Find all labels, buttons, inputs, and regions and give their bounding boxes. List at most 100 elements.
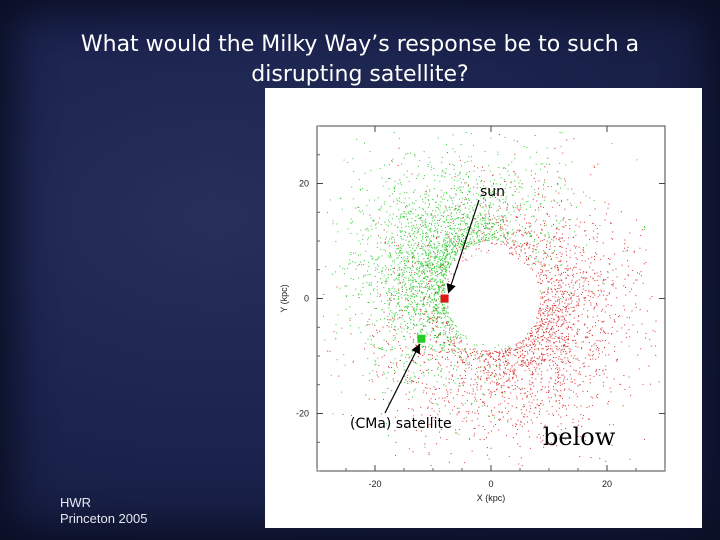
red-particle bbox=[490, 394, 492, 396]
red-particle bbox=[570, 298, 572, 300]
red-particle bbox=[477, 375, 479, 377]
green-particle bbox=[433, 316, 435, 318]
green-particle bbox=[486, 239, 488, 241]
red-particle bbox=[455, 335, 457, 337]
green-particle bbox=[401, 354, 403, 356]
red-particle bbox=[544, 299, 546, 301]
red-particle bbox=[552, 296, 554, 298]
red-particle bbox=[540, 325, 542, 327]
red-particle bbox=[574, 290, 576, 292]
green-particle bbox=[407, 312, 409, 314]
red-particle bbox=[437, 368, 439, 370]
red-particle bbox=[507, 349, 509, 351]
green-particle bbox=[454, 236, 456, 238]
green-particle bbox=[416, 309, 418, 311]
green-particle bbox=[385, 282, 387, 284]
green-particle bbox=[473, 193, 475, 195]
red-particle bbox=[498, 378, 500, 380]
green-particle bbox=[411, 276, 413, 278]
green-particle bbox=[428, 285, 430, 287]
green-particle bbox=[398, 273, 400, 275]
green-particle bbox=[439, 282, 441, 284]
red-particle bbox=[506, 220, 508, 222]
green-particle bbox=[360, 331, 362, 333]
red-particle bbox=[521, 378, 523, 380]
green-particle bbox=[444, 234, 446, 236]
red-particle bbox=[504, 400, 506, 402]
green-particle bbox=[503, 215, 505, 217]
green-particle bbox=[414, 296, 416, 298]
red-particle bbox=[522, 343, 524, 345]
red-particle bbox=[537, 328, 539, 330]
green-particle bbox=[400, 256, 402, 258]
red-particle bbox=[502, 216, 504, 218]
green-particle bbox=[433, 299, 435, 301]
green-particle bbox=[404, 306, 406, 308]
green-particle bbox=[453, 241, 455, 243]
green-particle bbox=[498, 205, 500, 207]
green-particle bbox=[391, 288, 393, 290]
red-particle bbox=[543, 319, 545, 321]
green-particle bbox=[535, 261, 537, 263]
green-particle bbox=[449, 225, 451, 227]
red-particle bbox=[543, 250, 545, 252]
red-particle bbox=[451, 348, 453, 350]
green-particle bbox=[407, 252, 409, 254]
green-particle bbox=[398, 247, 400, 249]
green-particle bbox=[416, 237, 418, 239]
green-particle bbox=[413, 203, 415, 205]
green-particle bbox=[430, 231, 432, 233]
red-particle bbox=[431, 347, 433, 349]
red-particle bbox=[565, 180, 567, 182]
red-particle bbox=[411, 173, 413, 175]
red-particle bbox=[534, 335, 536, 337]
red-particle bbox=[495, 423, 497, 425]
red-particle bbox=[454, 260, 456, 262]
red-particle bbox=[526, 244, 528, 246]
red-particle bbox=[533, 262, 535, 264]
red-particle bbox=[575, 224, 577, 226]
red-particle bbox=[524, 262, 526, 264]
red-particle bbox=[583, 297, 585, 299]
red-particle bbox=[513, 241, 515, 243]
red-particle bbox=[551, 334, 553, 336]
green-particle bbox=[589, 197, 591, 199]
green-particle bbox=[407, 326, 409, 328]
red-particle bbox=[463, 462, 465, 464]
green-particle bbox=[428, 246, 430, 248]
red-particle bbox=[553, 311, 555, 313]
green-particle bbox=[427, 235, 429, 237]
green-particle bbox=[457, 239, 459, 241]
green-particle bbox=[437, 219, 439, 221]
green-particle bbox=[460, 182, 462, 184]
green-particle bbox=[412, 252, 414, 254]
green-particle bbox=[534, 221, 536, 223]
red-particle bbox=[526, 255, 528, 257]
green-particle bbox=[458, 238, 460, 240]
green-particle bbox=[452, 327, 454, 329]
red-particle bbox=[406, 376, 408, 378]
red-particle bbox=[541, 265, 543, 267]
red-particle bbox=[507, 419, 509, 421]
green-particle bbox=[513, 171, 515, 173]
red-particle bbox=[523, 423, 525, 425]
red-particle bbox=[561, 349, 563, 351]
red-particle bbox=[598, 348, 600, 350]
red-particle bbox=[524, 227, 526, 229]
red-particle bbox=[521, 365, 523, 367]
green-particle bbox=[380, 278, 382, 280]
green-particle bbox=[410, 322, 412, 324]
red-particle bbox=[502, 392, 504, 394]
green-particle bbox=[403, 362, 405, 364]
red-particle bbox=[443, 329, 445, 331]
red-particle bbox=[485, 358, 487, 360]
red-particle bbox=[633, 282, 635, 284]
red-particle bbox=[558, 238, 560, 240]
green-particle bbox=[413, 323, 415, 325]
red-particle bbox=[555, 289, 557, 291]
green-particle bbox=[431, 220, 433, 222]
green-particle bbox=[424, 250, 426, 252]
green-particle bbox=[407, 347, 409, 349]
green-particle bbox=[431, 316, 433, 318]
red-particle bbox=[582, 277, 584, 279]
